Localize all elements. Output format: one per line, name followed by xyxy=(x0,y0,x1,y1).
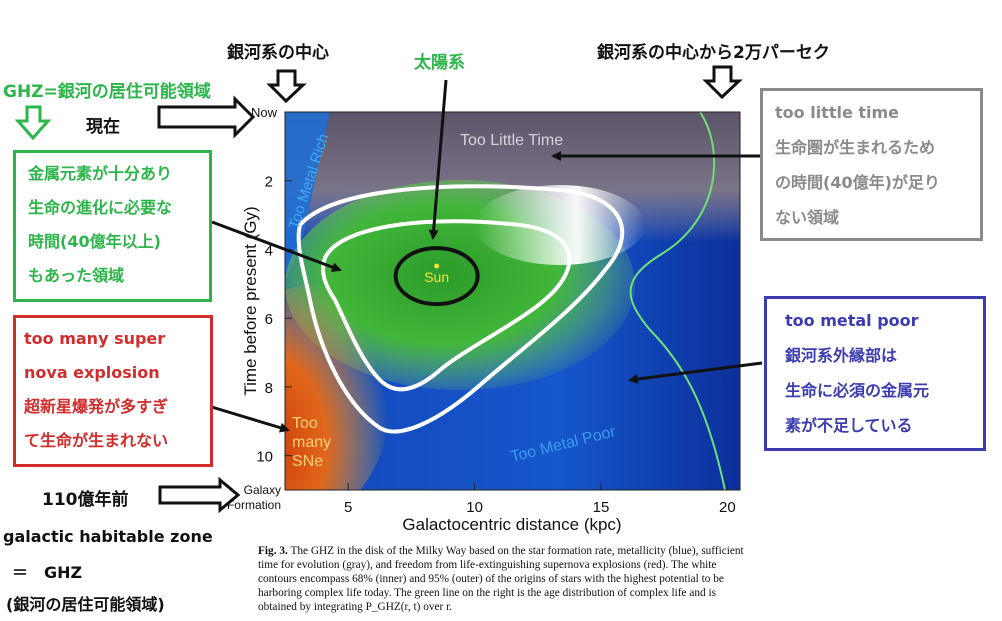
white-highlight xyxy=(475,185,645,265)
distance-down-arrow xyxy=(702,65,743,100)
caption-line-2: time for evolution (gray), and freedom f… xyxy=(258,559,717,571)
galaxy-formation-tick-1: Galaxy xyxy=(244,483,281,497)
caption-label: Fig. 3. xyxy=(258,545,288,557)
ghz-def-line-2: ＝ GHZ xyxy=(12,563,83,582)
now-arrow xyxy=(157,95,256,139)
y-tick-label: 2 xyxy=(265,174,273,191)
too-many-sne-label-3: SNe xyxy=(292,453,323,470)
x-tick-label: 20 xyxy=(719,499,736,516)
y-tick-label: 4 xyxy=(265,242,273,259)
ghz-down-arrow xyxy=(14,105,52,141)
plot-area: Too Little Time Too Metal Rich Too Metal… xyxy=(285,112,740,490)
ghz-title: GHZ=銀河の居住可能領域 xyxy=(3,82,211,102)
red-note-line-1: too many super xyxy=(24,329,166,348)
y-tick-label: Now xyxy=(251,105,278,120)
little-time-note-box: too little time 生命圏が生まれるため の時間(40億年)が足り … xyxy=(760,88,983,241)
svg-text:Sun: Sun xyxy=(424,269,449,285)
green-note-line-2: 生命の進化に必要な xyxy=(28,198,173,217)
age-distribution-line xyxy=(629,112,726,490)
ghz-def-line-1: galactic habitable zone xyxy=(3,527,213,546)
red-note-line-2: nova explosion xyxy=(24,363,160,382)
blue-note-line-1: too metal poor xyxy=(785,311,919,330)
too-little-time-label: Too Little Time xyxy=(460,132,563,149)
too-metal-rich-band xyxy=(285,112,330,280)
inner-contour-68 xyxy=(321,219,572,392)
x-tick-label: 15 xyxy=(593,499,610,516)
caption-line-5: obtained by integrating P_GHZ(r, t) over… xyxy=(258,601,453,613)
blue-box-pointer xyxy=(628,361,763,384)
solar-system-pointer xyxy=(428,79,448,240)
green-note-line-3: 時間(40億年以上) xyxy=(28,232,161,251)
x-axis: 5 10 15 20 xyxy=(344,483,736,516)
ago-label-jp: 110億年前 xyxy=(42,490,129,510)
red-note-line-3: 超新星爆発が多すぎ xyxy=(24,397,169,416)
y-tick-label: 8 xyxy=(265,380,273,397)
x-axis-label: Galactocentric distance (kpc) xyxy=(402,515,621,534)
pointer-arrows xyxy=(204,79,763,433)
supernova-region xyxy=(285,285,390,490)
distance-label: 銀河系の中心から2万パーセク xyxy=(597,43,830,63)
block-arrows xyxy=(14,65,743,514)
gray-note-line-3: の時間(40億年)が足り xyxy=(775,173,940,192)
y-tick-label: 6 xyxy=(265,311,273,328)
green-note-line-1: 金属元素が十分あり xyxy=(28,164,173,183)
blue-note-line-4: 素が不足している xyxy=(785,416,913,435)
gray-note-line-4: ない領域 xyxy=(775,208,840,227)
galaxy-formation-arrow xyxy=(158,476,241,514)
blue-note-line-3: 生命に必須の金属元 xyxy=(785,381,930,400)
gray-note-line-2: 生命圏が生まれるため xyxy=(775,138,936,157)
y-axis-label: Time before present (Gy) xyxy=(241,206,260,395)
caption-line-4: harboring complex life today. The green … xyxy=(258,587,717,599)
too-many-sne-label-1: Too xyxy=(292,415,318,432)
red-note-line-4: て生命が生まれない xyxy=(24,431,169,450)
solar-system-label: 太陽系 xyxy=(414,53,465,73)
y-tick-label: 10 xyxy=(256,449,273,466)
figure-caption: Fig. 3. The GHZ in the disk of the Milky… xyxy=(258,544,778,614)
now-label-jp: 現在 xyxy=(86,117,120,137)
x-tick-label: 5 xyxy=(344,499,352,516)
plot-frame xyxy=(284,111,741,491)
habitable-note-box: 金属元素が十分あり 生命の進化に必要な 時間(40億年以上) もあった領域 xyxy=(13,150,212,302)
gray-note-line-1: too little time xyxy=(775,103,900,122)
caption-line-1: The GHZ in the disk of the Milky Way bas… xyxy=(290,545,744,557)
sun-marker: Sun xyxy=(393,246,480,307)
outer-contour-95 xyxy=(296,184,625,434)
supernova-note-box: too many super nova explosion 超新星爆発が多すぎ … xyxy=(13,315,213,467)
caption-line-3: contours encompass 68% (inner) and 95% (… xyxy=(258,573,724,585)
blue-note-line-2: 銀河系外縁部は xyxy=(785,346,898,365)
ghz-def-line-3: (銀河の居住可能領域) xyxy=(6,595,165,614)
galactic-center-label: 銀河系の中心 xyxy=(227,43,329,63)
green-box-pointer xyxy=(211,220,342,272)
red-box-pointer xyxy=(204,403,290,433)
metal-poor-note-box: too metal poor 銀河系外縁部は 生命に必須の金属元 素が不足してい… xyxy=(764,296,986,451)
x-tick-label: 10 xyxy=(466,499,483,516)
center-down-arrow xyxy=(266,69,307,104)
galaxy-formation-tick-2: Formation xyxy=(227,498,281,512)
too-many-sne-label-2: many xyxy=(292,434,331,451)
green-note-line-4: もあった領域 xyxy=(28,266,125,285)
